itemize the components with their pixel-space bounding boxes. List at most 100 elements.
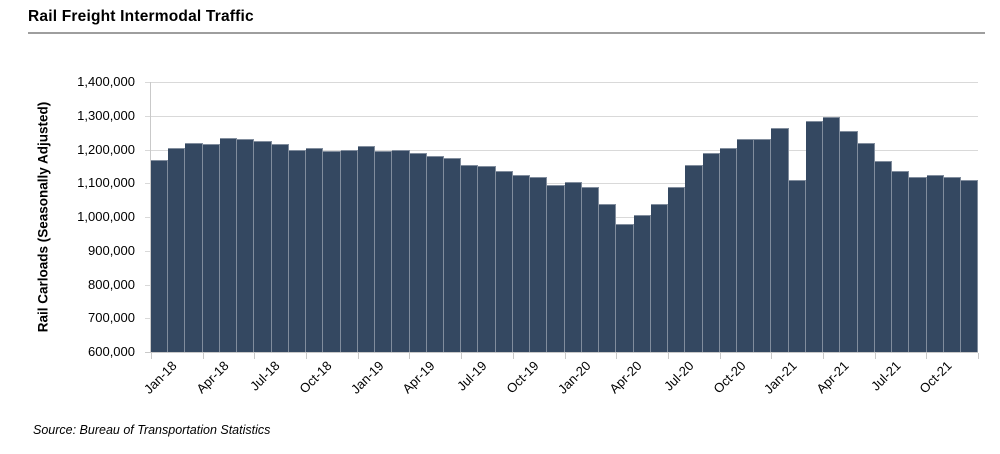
gridline	[145, 82, 978, 83]
x-axis-tick-label: Apr-18	[193, 358, 232, 397]
bar-Oct-18	[306, 147, 324, 352]
bar-Aug-21	[892, 171, 910, 352]
bar-Aug-19	[478, 166, 496, 352]
title-divider	[28, 32, 985, 34]
x-axis-tick	[512, 353, 514, 359]
bar-Sep-20	[702, 152, 720, 352]
x-axis-tick-label: Oct-20	[709, 358, 749, 397]
x-axis-tick	[564, 353, 566, 359]
x-axis-tick-label: Jan-21	[761, 358, 800, 397]
x-axis-tick-label: Jul-19	[454, 358, 490, 394]
plot-area	[145, 82, 979, 359]
gridline	[145, 115, 978, 117]
bar-Feb-20	[581, 186, 600, 352]
x-axis-tick	[822, 353, 824, 359]
x-axis-tick	[616, 353, 618, 359]
bar-Mar-18	[185, 142, 203, 352]
bar-Dec-18	[340, 149, 358, 352]
bar-Jun-19	[443, 157, 462, 352]
y-axis-tick-label: 1,100,000	[77, 175, 135, 191]
x-axis-tick	[306, 353, 308, 359]
bar-Aug-20	[685, 164, 703, 352]
bar-Oct-21	[926, 174, 944, 352]
x-axis-tick	[926, 353, 928, 359]
bar-Nov-20	[736, 139, 755, 352]
x-axis-tick	[357, 353, 359, 359]
bar-Mar-19	[392, 149, 410, 352]
x-axis-tick	[874, 353, 876, 359]
bar-Jun-18	[237, 139, 255, 352]
bar-Apr-20	[616, 223, 634, 352]
bar-Mar-20	[599, 203, 617, 352]
y-axis-tick-label: 1,000,000	[77, 209, 135, 224]
bar-Dec-20	[754, 139, 772, 352]
bar-Jan-20	[564, 181, 582, 352]
x-axis-tick	[202, 353, 204, 359]
x-axis-tick-label: Jan-19	[347, 358, 387, 397]
y-axis-line	[150, 82, 151, 352]
bar-Jul-19	[461, 164, 479, 352]
y-axis-tick-labels: 1,400,000 1,300,000 1,200,000 1,100,000 1,00…	[55, 75, 143, 359]
x-axis-tick-label: Jul-21	[867, 358, 904, 394]
bar-Nov-19	[530, 176, 548, 352]
bar-May-18	[219, 137, 238, 352]
x-axis-tick-label: Apr-20	[606, 358, 645, 397]
x-axis-tick	[719, 353, 721, 359]
x-axis-tick-label: Jan-20	[554, 358, 594, 397]
chart-title: Rail Freight Intermodal Traffic	[28, 8, 254, 25]
gridline	[145, 183, 978, 185]
x-axis-tick	[771, 353, 773, 359]
bar-May-21	[840, 130, 858, 352]
y-axis-tick-label: 700,000	[88, 310, 135, 326]
bar-Dec-21	[961, 179, 979, 352]
bar-Apr-21	[823, 117, 841, 352]
x-axis-line	[145, 352, 978, 353]
x-axis-tick	[978, 353, 979, 359]
bar-Feb-18	[168, 147, 186, 352]
bar-Jul-18	[254, 141, 272, 352]
bar-Jun-20	[650, 203, 669, 352]
bar-Apr-19	[409, 152, 427, 352]
bar-Oct-19	[512, 174, 531, 352]
bar-Nov-21	[943, 176, 962, 352]
x-axis-tick-label: Jan-18	[140, 358, 180, 397]
x-axis-tick	[151, 353, 152, 359]
x-axis-tick-label: Apr-21	[813, 358, 852, 397]
x-axis-tick	[667, 353, 669, 359]
x-axis-tick-label: Oct-21	[916, 358, 955, 397]
bar-Jan-18	[151, 159, 169, 352]
bar-Sep-21	[909, 176, 927, 352]
bar-Sep-18	[288, 149, 307, 352]
bar-Jul-20	[668, 186, 686, 352]
bar-Feb-19	[375, 151, 393, 352]
x-axis-tick-label: Apr-19	[399, 358, 439, 397]
bar-May-20	[633, 215, 651, 352]
bar-Aug-18	[271, 144, 289, 352]
bar-Dec-19	[547, 184, 565, 352]
bar-series	[151, 82, 979, 352]
y-axis-tick-label: 1,400,000	[77, 74, 135, 89]
x-axis-tick-label: Jul-20	[660, 358, 697, 394]
y-axis-tick-label: 1,200,000	[77, 141, 135, 157]
x-axis-tick	[254, 353, 256, 359]
y-axis-tick-label: 1,300,000	[77, 107, 135, 123]
x-axis-tick-label: Jul-18	[247, 358, 283, 394]
gridline	[145, 149, 978, 151]
y-axis-tick-label: 900,000	[88, 242, 135, 258]
bar-May-19	[426, 156, 444, 352]
x-axis-tick	[461, 353, 463, 359]
x-axis-tick-label: Oct-18	[296, 358, 335, 397]
bar-Apr-18	[202, 144, 220, 352]
bar-Mar-21	[805, 120, 824, 352]
y-axis-tick-label: 800,000	[88, 276, 135, 292]
bar-Jan-19	[357, 146, 376, 352]
bar-Jan-21	[771, 127, 789, 352]
x-axis-tick	[409, 353, 411, 359]
x-axis-tick-labels: Jan-18 Apr-18 Jul-18 Oct-18 Jan-19 Apr-19 Jul-…	[141, 358, 978, 416]
bar-Sep-19	[495, 171, 513, 352]
bar-Jul-21	[874, 161, 893, 352]
source-note: Source: Bureau of Transportation Statist…	[33, 423, 271, 437]
x-axis-tick-label: Oct-19	[503, 358, 542, 397]
bar-Oct-20	[719, 147, 737, 352]
